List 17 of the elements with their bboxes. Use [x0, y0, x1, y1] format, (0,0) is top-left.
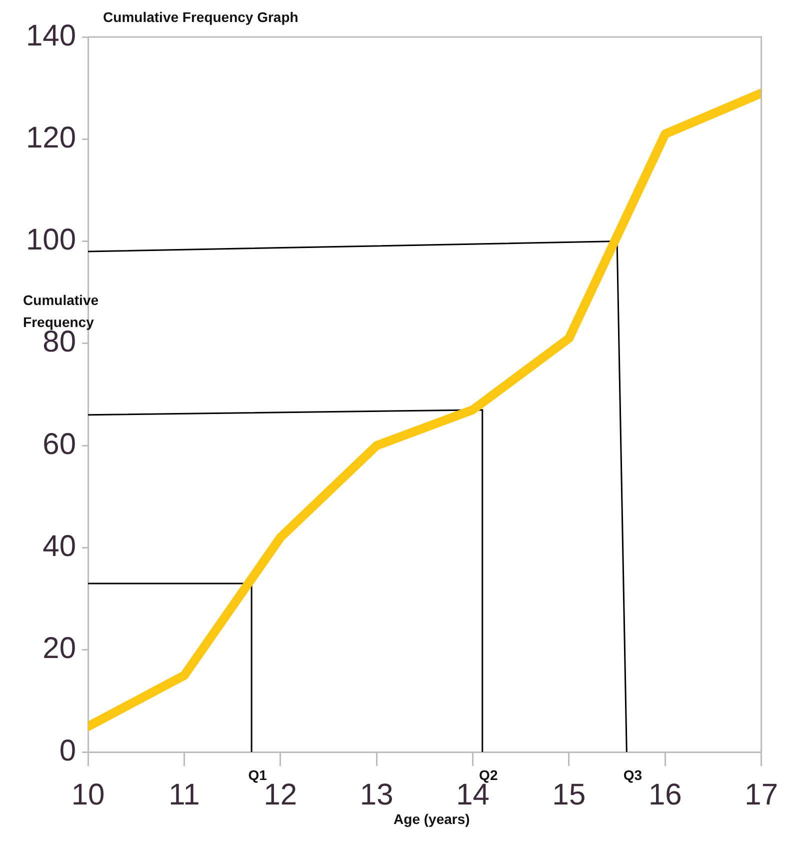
y-tick-label: 0: [59, 734, 76, 768]
x-tick-label: 15: [552, 778, 586, 812]
x-tick-label: 13: [360, 778, 394, 812]
x-tick-label: 16: [648, 778, 682, 812]
y-tick-label: 20: [42, 632, 76, 666]
y-tick-label: 40: [42, 530, 76, 563]
y-tick-label: 140: [26, 19, 76, 52]
y-tick-label: 100: [26, 224, 76, 257]
x-tick-label: 17: [744, 778, 778, 812]
y-tick-label: 60: [42, 428, 76, 461]
y-tick-label: 120: [26, 121, 76, 154]
chart-title: Cumulative Frequency Graph: [103, 9, 298, 25]
annotation: Q1: [248, 767, 268, 783]
x-tick-label: 11: [168, 778, 200, 812]
x-tick-label: 10: [71, 778, 105, 812]
x-axis-title: Age (years): [394, 811, 470, 827]
annotation: Q3: [623, 767, 642, 783]
